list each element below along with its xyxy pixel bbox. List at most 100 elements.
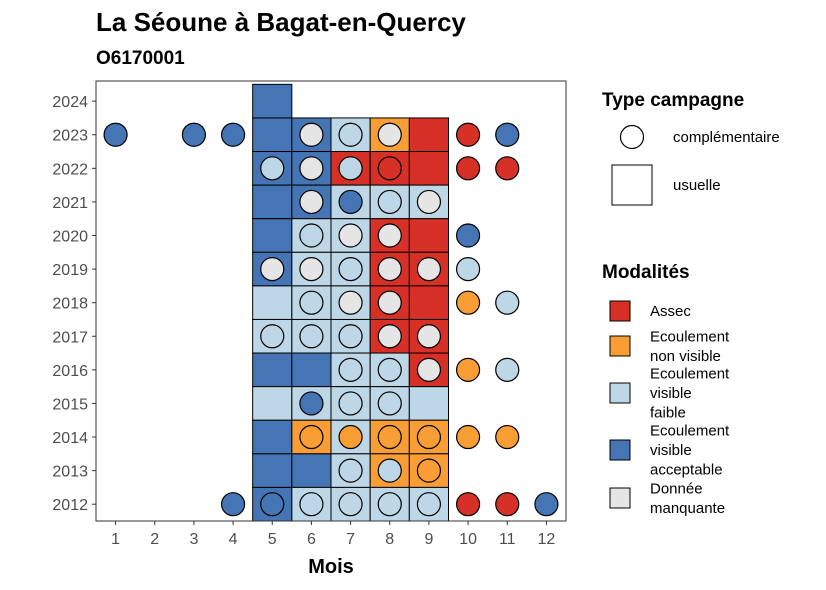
point-2017-9	[416, 324, 442, 349]
tile-2020-5	[252, 218, 293, 253]
point-2021-6	[299, 189, 324, 215]
point-2017-8	[377, 324, 402, 349]
point-2023-8	[377, 122, 402, 147]
x-tick-label-3: 3	[189, 531, 198, 548]
legend-type-campagne: Type campagne complémentaire usuelle	[602, 90, 780, 206]
point-2023-4	[220, 122, 246, 147]
point-2019-8	[377, 256, 402, 282]
x-tick-label-11: 11	[499, 531, 516, 548]
tile-2024-5	[252, 83, 293, 119]
point-2016-9	[416, 357, 442, 382]
point-2014-8	[377, 424, 402, 450]
point-2012-10	[455, 492, 481, 517]
point-2014-7	[338, 424, 363, 450]
tile-2023-9	[408, 117, 450, 153]
tile-2020-9	[408, 218, 450, 253]
point-2023-1	[103, 122, 128, 147]
y-tick-label-2018: 2018	[52, 296, 88, 313]
x-tick-label-6: 6	[307, 531, 316, 548]
point-2019-7	[338, 256, 363, 282]
y-tick-label-2014: 2014	[52, 430, 88, 447]
y-tick-label-2019: 2019	[52, 262, 88, 279]
x-axis-title: Mois	[308, 556, 354, 578]
y-tick-label-2022: 2022	[52, 161, 88, 178]
point-2018-10	[455, 290, 481, 315]
legend-swatch-ecoulement-visible-acceptable	[609, 439, 631, 461]
point-2012-4	[220, 492, 246, 517]
y-tick-label-2013: 2013	[52, 464, 88, 481]
point-2015-7	[338, 391, 363, 416]
point-2015-6	[299, 391, 324, 416]
legend-label-ecoulement-non-visible: Ecoulement non visible	[650, 328, 730, 365]
tile-2015-5	[252, 386, 293, 421]
tile-2015-9	[408, 386, 450, 421]
y-tick-label-2021: 2021	[52, 195, 88, 212]
x-tick-label-2: 2	[150, 531, 159, 548]
legend-modalites-title: Modalités	[602, 262, 690, 283]
point-2013-7	[338, 458, 363, 483]
x-tick-label-10: 10	[459, 531, 477, 548]
point-2023-3	[181, 122, 207, 147]
chart-subtitle: O6170001	[96, 48, 185, 69]
point-2019-10	[455, 256, 481, 282]
point-2023-7	[338, 122, 363, 147]
y-tick-label-2017: 2017	[52, 329, 88, 346]
point-2018-6	[299, 290, 324, 315]
point-2014-10	[455, 424, 481, 450]
chart-title: La Séoune à Bagat-en-Quercy	[96, 7, 466, 37]
x-tick-label-8: 8	[385, 531, 394, 548]
point-2022-5	[260, 156, 285, 181]
point-2012-11	[495, 492, 520, 517]
point-2022-8	[377, 156, 402, 181]
tile-2016-5	[252, 352, 293, 388]
legend-key-complementaire	[619, 124, 645, 150]
tile-2014-5	[252, 419, 293, 455]
legend-key-usuelle	[611, 164, 653, 206]
legend-swatch-ecoulement-non-visible	[609, 335, 631, 357]
point-2022-10	[455, 156, 481, 181]
point-2023-10	[455, 122, 481, 147]
y-tick-label-2012: 2012	[52, 497, 88, 514]
legend-label-assec: Assec	[650, 303, 691, 320]
point-2013-9	[416, 458, 442, 483]
point-2020-8	[377, 223, 402, 248]
tile-2021-5	[252, 184, 293, 220]
legend-label-ecoulement-visible-acceptable: Ecoulement visible acceptable	[650, 423, 730, 479]
point-2017-7	[338, 324, 363, 349]
tile-2013-5	[252, 453, 293, 488]
point-2016-10	[455, 357, 481, 382]
point-2012-9	[416, 492, 442, 517]
point-2014-6	[299, 424, 324, 450]
legend-label-ecoulement-visible-faible: Ecoulement visible faible	[650, 366, 730, 422]
point-2012-5	[260, 492, 285, 517]
point-2023-11	[495, 122, 520, 147]
tile-2018-5	[252, 285, 293, 320]
legend-swatch-donnee-manquante	[609, 487, 631, 509]
point-2021-7	[338, 189, 363, 215]
point-2020-10	[455, 223, 481, 248]
y-tick-label-2020: 2020	[52, 229, 88, 246]
tile-2022-9	[408, 151, 450, 186]
plot-panel-border	[95, 80, 567, 522]
point-2012-7	[338, 492, 363, 517]
legend-swatch-ecoulement-visible-faible	[609, 382, 631, 404]
tile-2013-6	[291, 453, 332, 488]
point-2012-6	[299, 492, 324, 517]
point-2020-7	[338, 223, 363, 248]
point-2016-11	[495, 357, 520, 382]
point-2018-8	[377, 290, 402, 315]
point-2013-8	[377, 458, 402, 483]
x-tick-label-12: 12	[538, 531, 556, 548]
x-axis: 1 2 3 4 5 6 7 8 9 10 11 12	[111, 521, 555, 548]
point-2012-8	[377, 492, 402, 517]
legend-type-campagne-title: Type campagne	[602, 90, 744, 111]
x-tick-label-1: 1	[111, 531, 120, 548]
y-axis: 2012 2013 2014 2015 2016 2017 2018 2019 2020 2021…	[52, 94, 96, 514]
y-tick-label-2023: 2023	[52, 128, 88, 145]
x-tick-label-4: 4	[229, 531, 238, 548]
point-2021-9	[416, 189, 442, 215]
y-tick-label-2015: 2015	[52, 396, 88, 413]
legend-label-donnee-manquante: Donnée manquante	[650, 480, 725, 517]
